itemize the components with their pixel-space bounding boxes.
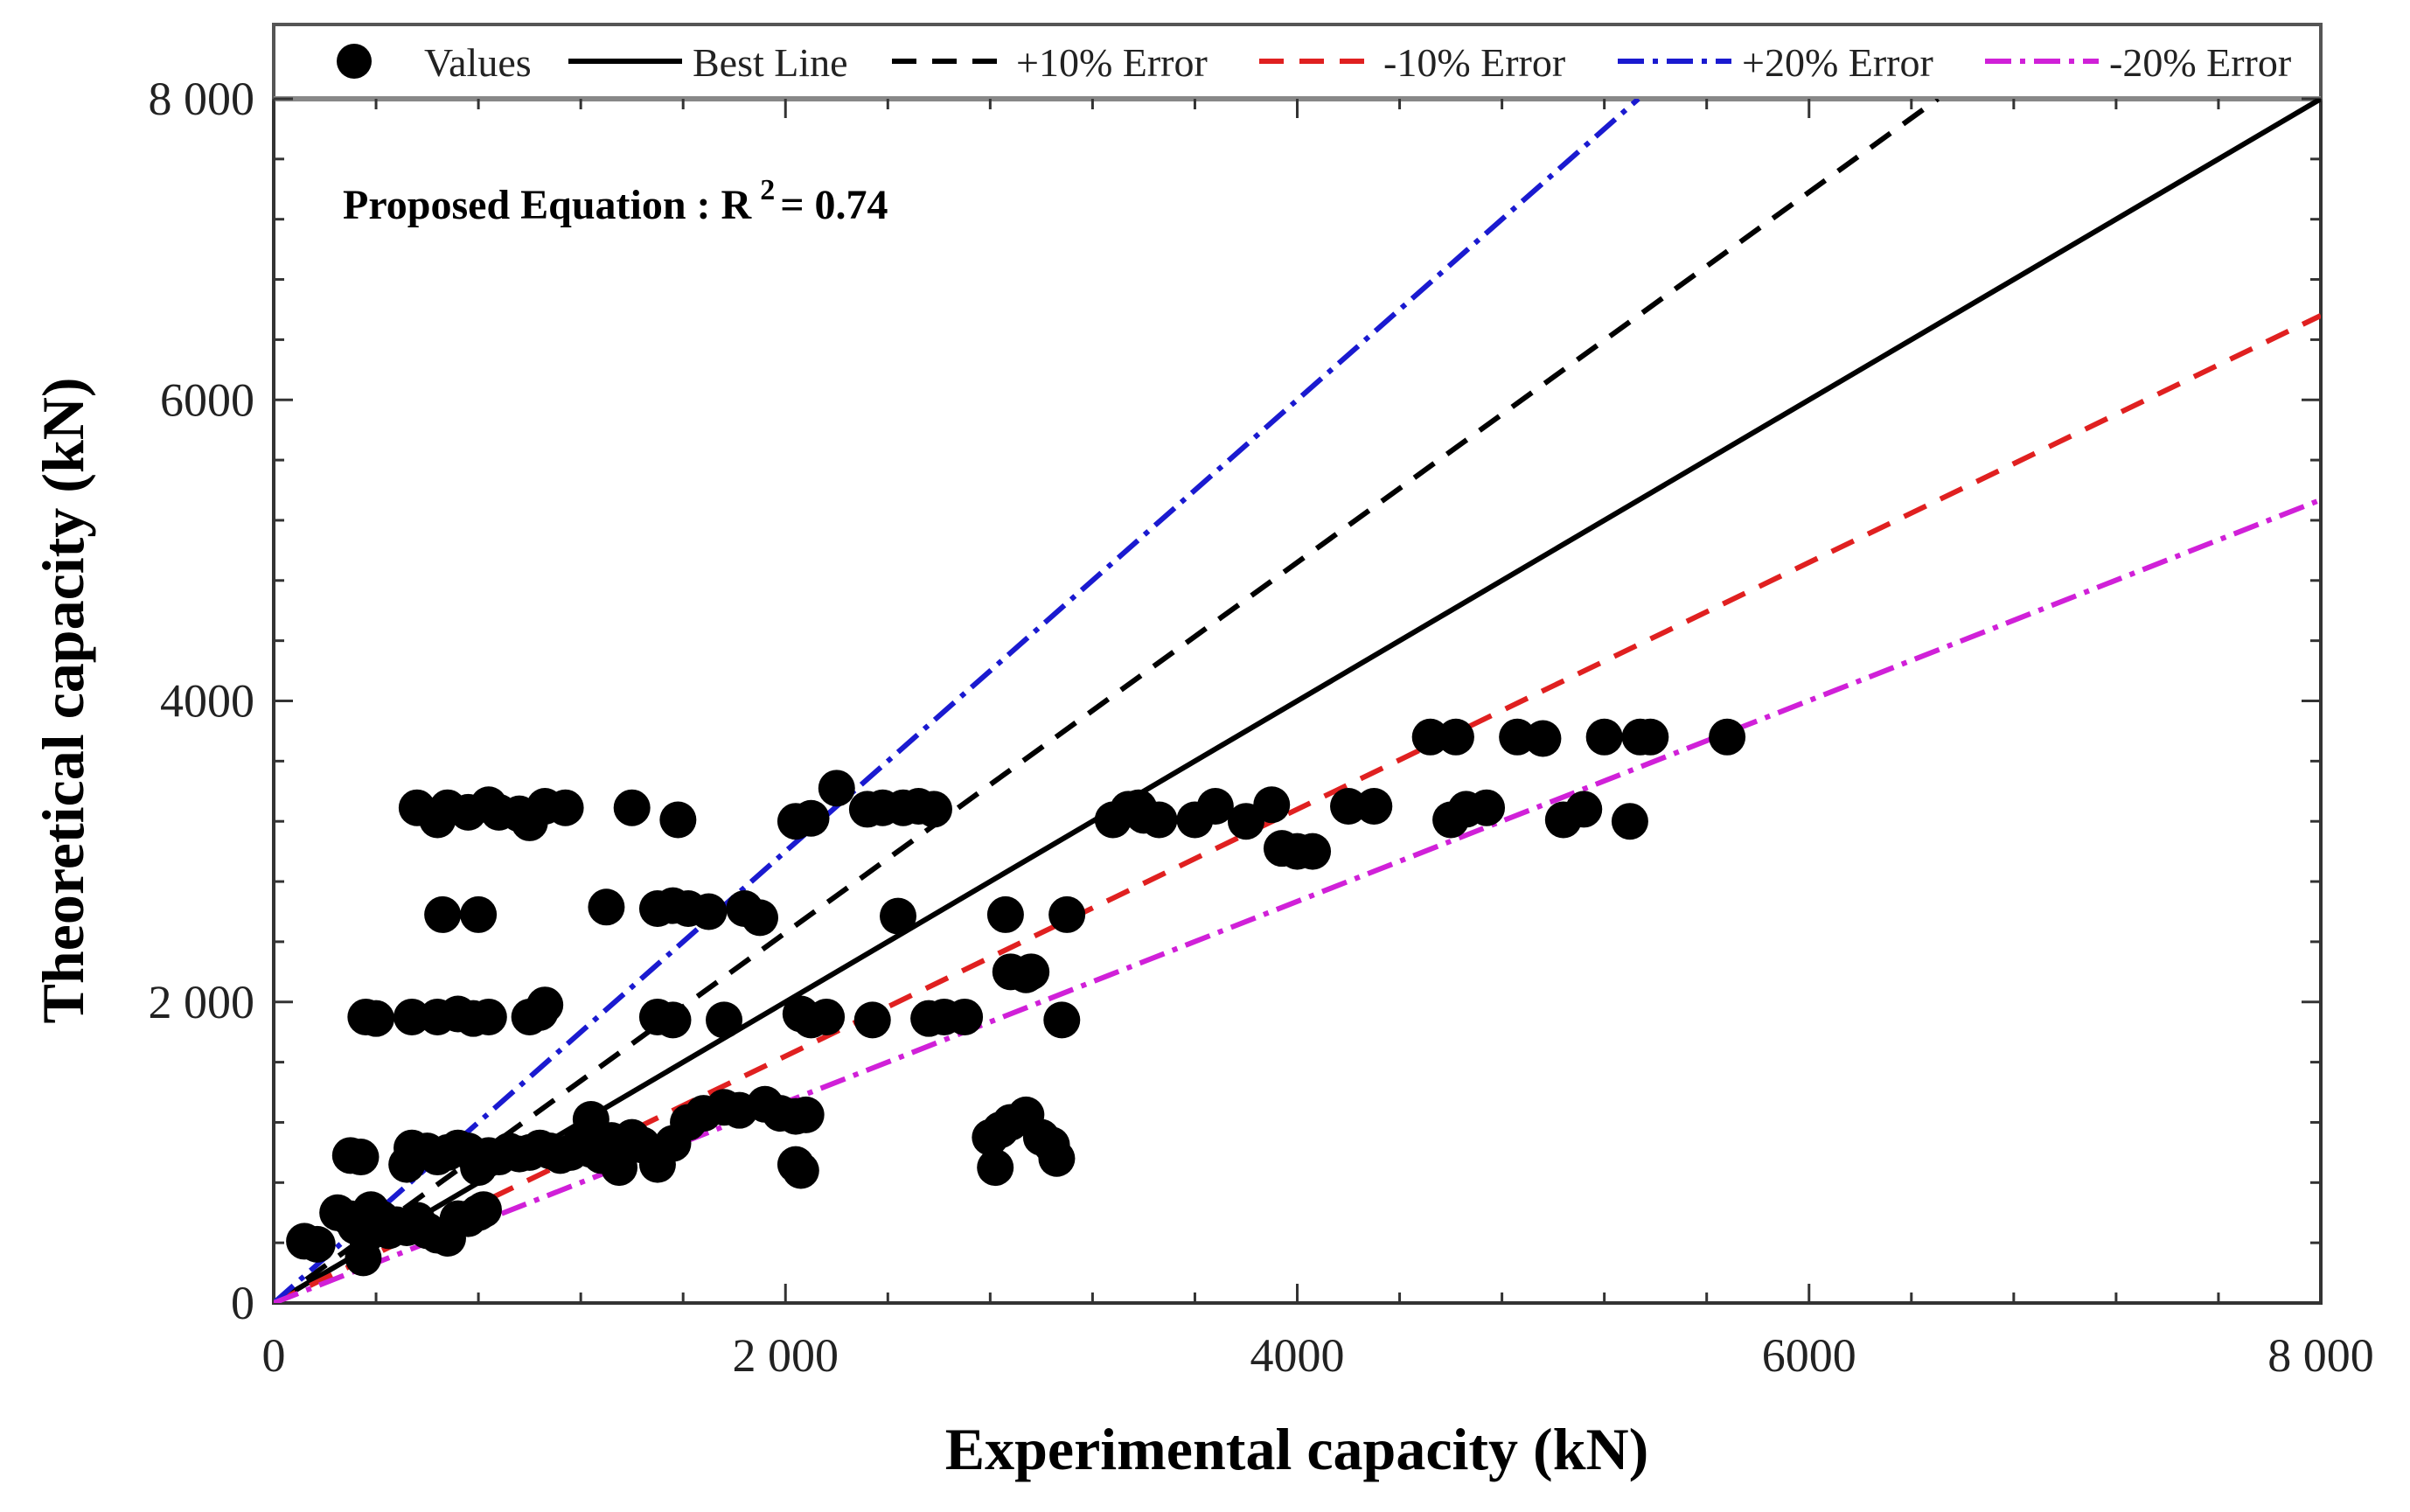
x-tick-label: 0 <box>262 1329 286 1382</box>
data-point <box>853 1001 891 1039</box>
y-tick-label: 8 000 <box>149 73 255 125</box>
data-point <box>977 1149 1014 1187</box>
data-point <box>1013 953 1050 991</box>
data-point <box>342 1139 380 1176</box>
annotation-superscript: 2 <box>760 174 775 206</box>
legend-label: -10% Error <box>1383 40 1565 85</box>
x-tick-label: 8 000 <box>2267 1329 2374 1382</box>
data-points <box>286 718 1746 1277</box>
data-point <box>1585 718 1623 756</box>
data-point <box>654 1001 692 1039</box>
y-tick-label: 0 <box>231 1277 254 1329</box>
data-point <box>1253 786 1291 824</box>
data-point <box>1411 718 1449 756</box>
data-point <box>1038 1139 1076 1177</box>
legend-label: Values <box>424 40 532 85</box>
data-point <box>1330 787 1368 825</box>
data-point <box>690 893 728 930</box>
data-point <box>298 1225 336 1263</box>
data-point <box>1048 895 1086 933</box>
y-tick-label: 4000 <box>160 675 254 728</box>
ref-line--20-error <box>274 99 1640 1303</box>
data-point <box>1524 720 1562 757</box>
equation-annotation: Proposed Equation : R 2 = 0.74 <box>343 174 888 228</box>
data-point <box>782 1152 819 1189</box>
data-point <box>1632 718 1669 756</box>
data-point <box>1196 787 1234 825</box>
data-point <box>464 1191 502 1229</box>
x-tick-label: 4000 <box>1250 1329 1345 1382</box>
data-point <box>1043 1001 1081 1039</box>
data-point <box>394 998 431 1035</box>
data-point <box>986 895 1024 933</box>
data-point <box>1355 787 1393 825</box>
data-point <box>470 998 507 1035</box>
data-point <box>521 993 559 1031</box>
data-point <box>659 801 697 839</box>
data-point <box>1468 789 1506 826</box>
data-point <box>1294 833 1332 870</box>
x-tick-label: 6000 <box>1762 1329 1856 1382</box>
data-point <box>1437 718 1474 756</box>
ref-line--10-error <box>274 99 1940 1303</box>
x-axis-label: Experimental capacity (kN) <box>945 1416 1649 1482</box>
legend-label: -20% Error <box>2109 40 2291 85</box>
legend: Values Best Line +10% Error -10% Error +20% … <box>337 40 2291 85</box>
data-point <box>547 789 584 826</box>
data-point <box>792 799 830 837</box>
data-point <box>424 895 462 933</box>
data-point <box>588 888 625 926</box>
data-point <box>613 789 651 826</box>
x-tick-label: 2 000 <box>733 1329 839 1382</box>
axis-tick-labels: 0 2 000 4000 6000 8 000 0 2 000 4000 6000 8 000 <box>149 73 2374 1382</box>
data-point <box>808 998 846 1035</box>
legend-label: +20% Error <box>1742 40 1933 85</box>
axis-ticks <box>272 97 2323 1305</box>
data-point <box>741 899 778 937</box>
data-point <box>880 897 917 935</box>
ref-line-best-line <box>274 99 2321 1303</box>
data-point <box>1611 803 1648 840</box>
y-axis-label: Theoretical capacity (kN) <box>30 377 96 1023</box>
legend-label: +10% Error <box>1016 40 1208 85</box>
data-point <box>787 1096 825 1133</box>
annotation-value: = 0.74 <box>780 182 888 228</box>
data-point <box>946 998 984 1035</box>
data-point <box>358 1000 395 1037</box>
legend-marker <box>337 44 372 79</box>
y-tick-label: 2 000 <box>149 976 255 1028</box>
data-point <box>1140 801 1178 839</box>
data-point <box>1565 791 1603 828</box>
data-point <box>915 791 952 828</box>
data-point <box>706 1001 743 1039</box>
annotation-text: Proposed Equation : R <box>343 182 753 228</box>
y-tick-label: 6000 <box>160 373 254 426</box>
data-point <box>572 1101 609 1139</box>
data-point <box>818 770 855 807</box>
legend-label: Best Line <box>693 40 848 85</box>
data-point <box>1709 718 1746 756</box>
data-point <box>601 1149 638 1187</box>
data-point <box>460 895 498 933</box>
